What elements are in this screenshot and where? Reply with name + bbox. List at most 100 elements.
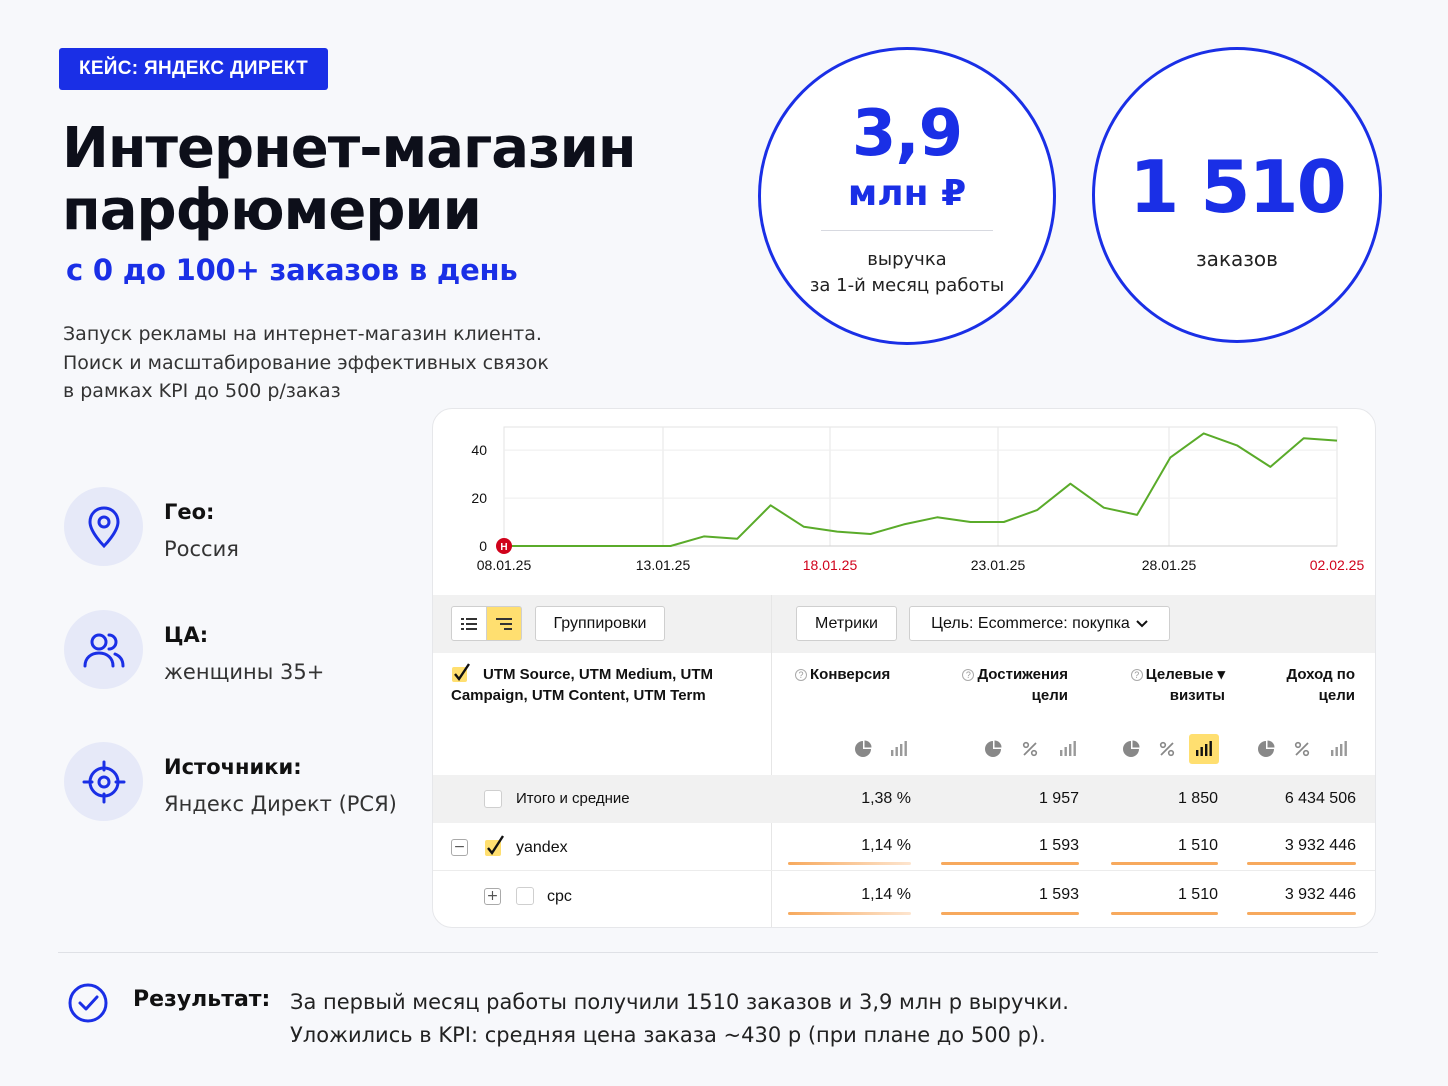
row-checkbox[interactable] — [484, 835, 506, 857]
x-tick-label: 28.01.25 — [1142, 557, 1197, 573]
checkmark-icon — [485, 835, 505, 856]
annotation-marker — [496, 538, 512, 554]
table-row[interactable]: − yandex 1,14 % 1 593 1 510 3 932 446 — [433, 823, 1375, 871]
result-line-1: За первый месяц работы получили 1510 зак… — [290, 990, 1069, 1014]
dimension-header-line: Campaign, UTM Content, UTM Term — [451, 687, 706, 704]
column-header-conversion[interactable]: ? Конверсия — [795, 664, 890, 685]
revenue-unit: млн ₽ — [847, 173, 967, 214]
value-bar — [1247, 912, 1356, 915]
y-tick-label: 0 — [479, 538, 487, 554]
x-tick-label: 23.01.25 — [971, 557, 1026, 573]
value-bar — [1247, 862, 1356, 865]
divider — [821, 230, 993, 231]
row-label: yandex — [516, 839, 568, 856]
result-line-2: Уложились в KPI: средняя цена заказа ~43… — [290, 1023, 1046, 1047]
orders-series-line — [504, 432, 1338, 547]
cell-conversion: 1,14 % — [861, 837, 911, 854]
target-icon — [64, 742, 143, 821]
column-header-label: визиты — [1169, 687, 1225, 704]
tree-view-button[interactable] — [486, 606, 522, 641]
cell-goal-reaches: 1 957 — [1038, 790, 1079, 807]
list-icon — [461, 617, 477, 630]
pie-chart-toggle[interactable] — [1116, 734, 1146, 764]
pie-chart-icon — [985, 740, 1002, 757]
cell-goal-revenue: 6 434 506 — [1284, 790, 1356, 807]
percent-icon — [1022, 741, 1038, 757]
cell-conversion: 1,38 % — [861, 790, 911, 807]
pie-chart-toggle[interactable] — [978, 734, 1008, 764]
bar-chart-toggle[interactable] — [1053, 734, 1083, 764]
cell-conversion: 1,14 % — [861, 886, 911, 903]
y-tick-label: 40 — [471, 442, 487, 458]
help-icon: ? — [795, 669, 807, 681]
row-label: cpc — [547, 888, 572, 905]
bar-chart-icon — [1060, 741, 1076, 756]
bar-chart-toggle[interactable] — [1324, 734, 1354, 764]
row-checkbox[interactable] — [484, 790, 502, 808]
chevron-down-icon — [1136, 619, 1148, 627]
cell-goal-revenue: 3 932 446 — [1284, 837, 1356, 854]
orders-value: 1 510 — [1129, 145, 1346, 229]
expand-icon[interactable]: + — [484, 888, 501, 905]
column-header-label: Конверсия — [810, 666, 891, 683]
goal-select-label: Цель: Ecommerce: покупка — [931, 614, 1130, 632]
tree-icon — [496, 617, 512, 630]
row-label: Итого и средние — [516, 790, 630, 807]
revenue-caption-1: выручка — [867, 249, 947, 270]
row-checkbox[interactable] — [516, 887, 534, 905]
collapse-icon[interactable]: − — [451, 839, 468, 856]
percent-toggle[interactable] — [1152, 734, 1182, 764]
goal-select[interactable]: Цель: Ecommerce: покупка — [909, 606, 1170, 641]
pie-chart-toggle[interactable] — [848, 734, 878, 764]
cell-goal-revenue: 3 932 446 — [1284, 886, 1356, 903]
page-subtitle: с 0 до 100+ заказов в день — [66, 253, 518, 287]
pie-chart-toggle[interactable] — [1251, 734, 1281, 764]
bar-chart-toggle-active[interactable] — [1189, 734, 1219, 764]
table-row[interactable]: + cpc 1,14 % 1 593 1 510 3 932 446 — [433, 872, 1375, 920]
users-icon — [64, 610, 143, 689]
column-header-label: Целевые ▾ — [1145, 666, 1225, 683]
checkmark-icon — [452, 663, 470, 682]
groupings-button[interactable]: Группировки — [535, 606, 665, 641]
revenue-stat-circle: 3,9 млн ₽ выручка за 1-й месяц работы — [758, 47, 1056, 345]
bar-chart-icon — [1331, 741, 1347, 756]
column-header-label: Достижения — [977, 666, 1068, 683]
title-line-2: парфюмерии — [62, 178, 482, 243]
table-row-total[interactable]: Итого и средние 1,38 % 1 957 1 850 6 434… — [433, 775, 1375, 823]
column-header-target-visits[interactable]: ? Целевые ▾ визиты — [1113, 664, 1225, 706]
info-value: Россия — [164, 537, 239, 561]
revenue-caption-2: за 1-й месяц работы — [809, 275, 1005, 296]
check-circle-icon — [67, 982, 109, 1028]
cell-target-visits: 1 510 — [1177, 886, 1218, 903]
percent-toggle[interactable] — [1015, 734, 1045, 764]
percent-icon — [1294, 741, 1310, 757]
cell-goal-reaches: 1 593 — [1038, 837, 1079, 854]
dimension-header[interactable]: UTM Source, UTM Medium, UTM Campaign, UT… — [451, 664, 761, 706]
value-bar — [788, 862, 911, 865]
column-header-goal-reaches[interactable]: ? Достижения цели — [945, 664, 1068, 706]
x-tick-label: 13.01.25 — [636, 557, 691, 573]
metrics-button[interactable]: Метрики — [796, 606, 897, 641]
cell-goal-reaches: 1 593 — [1038, 886, 1079, 903]
metrika-report-panel: 0 20 40 08.01.25 13.01.25 18.01.25 23.01.25 28.… — [432, 408, 1376, 928]
value-bar — [788, 912, 911, 915]
info-label: Гео: — [164, 500, 215, 524]
percent-toggle[interactable] — [1287, 734, 1317, 764]
list-view-button[interactable] — [451, 606, 487, 641]
bar-chart-icon — [891, 741, 907, 756]
column-header-label: цели — [1318, 687, 1355, 704]
column-divider — [771, 595, 772, 927]
plot-area — [503, 426, 1338, 547]
bar-chart-toggle[interactable] — [884, 734, 914, 764]
column-header-goal-revenue[interactable]: Доход по цели — [1251, 664, 1355, 706]
info-value: Яндекс Директ (РСЯ) — [164, 792, 397, 816]
x-tick-label: 18.01.25 — [803, 557, 858, 573]
pie-chart-icon — [1258, 740, 1275, 757]
dimension-checkbox[interactable] — [451, 663, 471, 683]
location-pin-icon — [64, 487, 143, 566]
x-tick-label: 08.01.25 — [477, 557, 532, 573]
cell-target-visits: 1 510 — [1177, 837, 1218, 854]
orders-line-chart: 0 20 40 08.01.25 13.01.25 18.01.25 23.01.25 28.… — [471, 426, 1364, 573]
value-bar — [1111, 912, 1218, 915]
percent-icon — [1159, 741, 1175, 757]
